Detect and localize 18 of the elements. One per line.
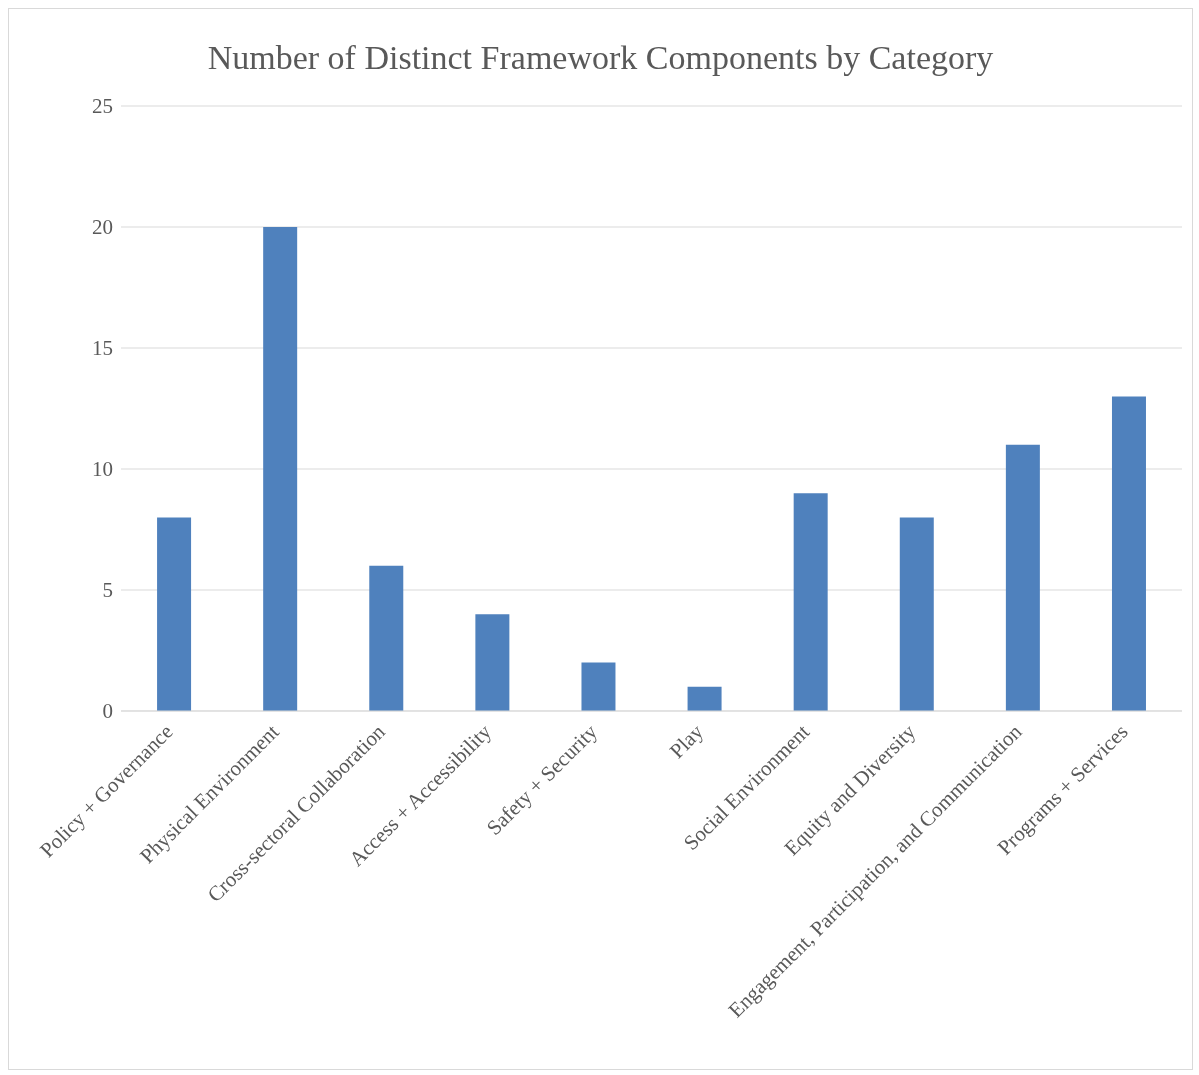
y-tick-label: 15 — [92, 336, 113, 361]
bar — [263, 227, 298, 711]
y-tick-label: 10 — [92, 457, 113, 482]
bar — [157, 517, 192, 711]
x-tick-label: Play — [664, 719, 709, 763]
bar — [1111, 396, 1146, 711]
bar — [899, 517, 934, 711]
y-tick-label: 5 — [102, 578, 113, 603]
bar — [475, 614, 510, 711]
y-tick-label: 20 — [92, 215, 113, 240]
bar — [369, 565, 404, 711]
bar — [581, 662, 616, 711]
chart-title: Number of Distinct Framework Components by Category — [206, 39, 995, 77]
bar — [687, 686, 722, 711]
y-tick-label: 25 — [92, 94, 113, 119]
bar — [1005, 444, 1040, 711]
y-tick-label: 0 — [102, 699, 113, 724]
bar — [793, 493, 828, 711]
